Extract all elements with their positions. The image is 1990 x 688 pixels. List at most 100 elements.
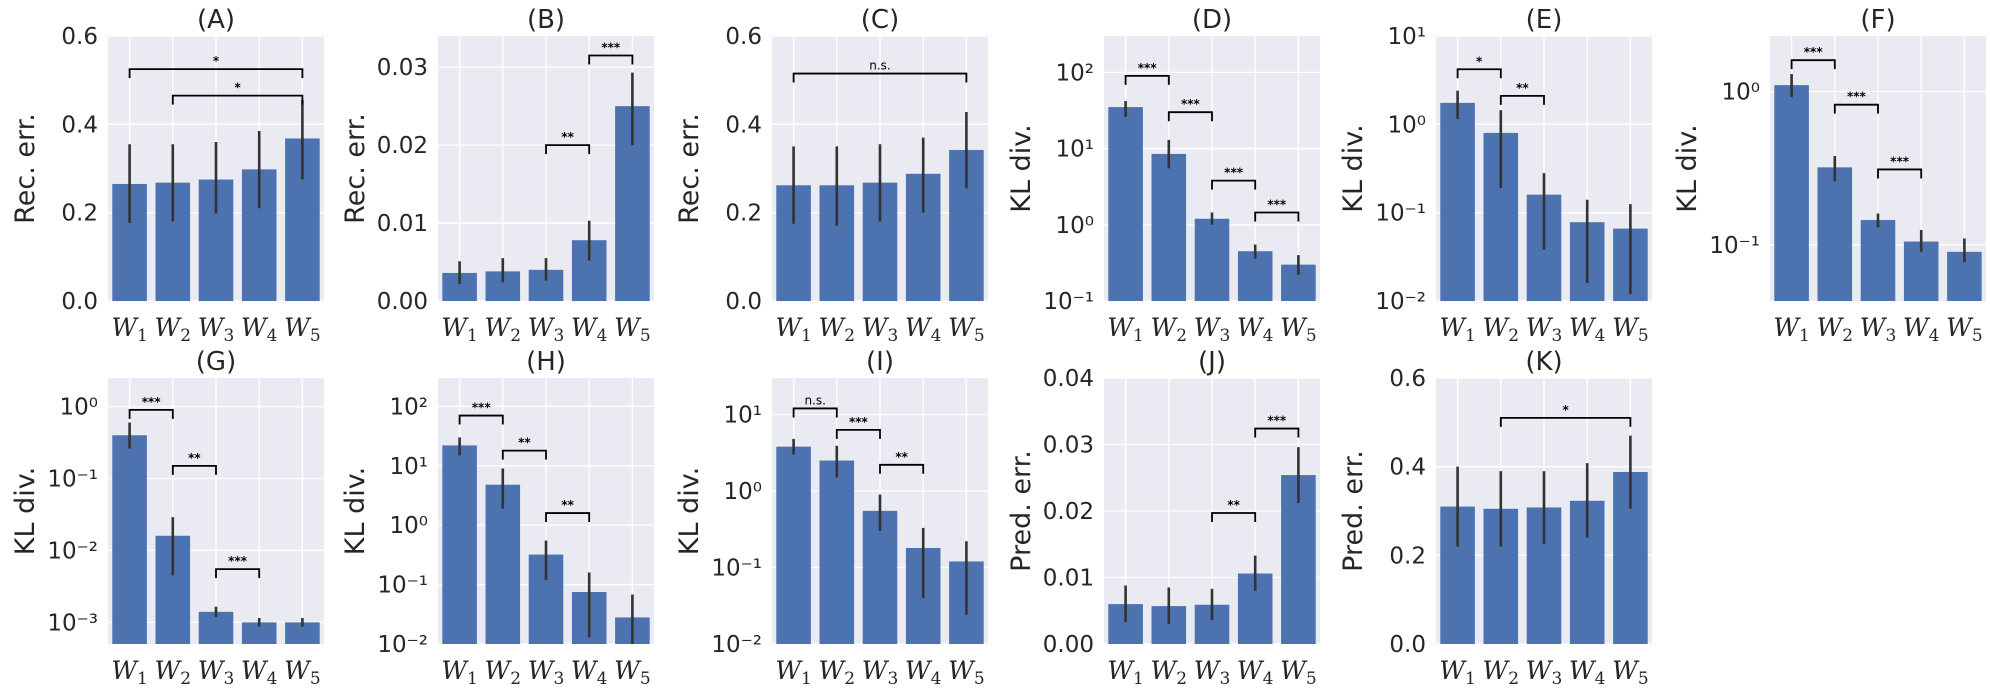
bar [1281, 475, 1316, 644]
y-tick-label: 0.04 [1043, 366, 1094, 392]
y-tick-label: 10¹ [1388, 24, 1427, 50]
y-tick-label: 0.6 [1389, 366, 1426, 392]
x-tick-label: W1 [775, 313, 812, 346]
x-tick-label: W1 [1107, 656, 1144, 688]
x-tick-label: W1 [441, 656, 478, 688]
x-tick-label: W5 [284, 313, 321, 346]
y-tick-label: 10⁰ [724, 479, 763, 505]
y-axis-label: KL div. [340, 467, 371, 555]
y-axis-label: KL div. [674, 467, 705, 555]
y-tick-label: 10⁻¹ [1709, 233, 1760, 259]
significance-label: * [1562, 403, 1569, 417]
x-tick-label: W3 [862, 656, 899, 688]
significance-bracket [1211, 179, 1257, 190]
x-tick-label: W2 [485, 313, 522, 346]
significance-bracket [588, 54, 634, 65]
significance-bracket [501, 449, 547, 460]
x-tick-label: W2 [819, 313, 856, 346]
bar [1194, 218, 1230, 301]
significance-label: * [234, 81, 241, 95]
y-axis-label: Pred. err. [1006, 450, 1037, 572]
x-tick-label: W2 [1817, 313, 1854, 346]
x-tick-label: W4 [1569, 656, 1606, 688]
significance-bracket [835, 428, 881, 439]
bar [112, 435, 147, 644]
significance-bracket [792, 72, 968, 83]
panel-title: (A) [197, 5, 235, 35]
x-tick-label: W3 [1194, 313, 1231, 346]
x-tick-label: W3 [1860, 313, 1897, 346]
panel-title: (J) [1198, 347, 1226, 377]
x-tick-label: W3 [198, 313, 235, 346]
x-tick-label: W4 [571, 313, 608, 346]
panel-title: (D) [1192, 5, 1232, 35]
significance-label: *** [1890, 154, 1910, 168]
y-tick-label: 0.2 [61, 201, 98, 227]
significance-bracket [545, 512, 591, 523]
y-tick-label: 10⁻² [377, 632, 428, 658]
significance-label: ** [895, 450, 908, 464]
panel-title: (G) [196, 347, 236, 377]
significance-label: * [1476, 54, 1483, 68]
significance-label: *** [1267, 197, 1287, 211]
significance-bracket [1167, 111, 1213, 122]
bar [1860, 220, 1896, 301]
y-tick-label: 0.2 [1389, 543, 1426, 569]
x-tick-label: W2 [485, 656, 522, 688]
bar [1774, 85, 1809, 301]
significance-bracket [1790, 59, 1836, 70]
y-tick-label: 10¹ [724, 402, 763, 428]
bar [285, 622, 320, 644]
x-tick-label: W5 [614, 656, 651, 688]
y-tick-label: 10⁰ [1388, 112, 1427, 138]
x-tick-label: W2 [155, 656, 192, 688]
bar [1237, 251, 1273, 301]
panel-title: (C) [861, 5, 899, 35]
significance-bracket [1833, 103, 1879, 114]
bar [819, 460, 855, 644]
significance-label: * [213, 54, 220, 68]
significance-bracket [458, 414, 504, 425]
x-tick-label: W1 [1439, 656, 1476, 688]
y-tick-label: 10⁻¹ [377, 573, 428, 599]
panel-title: (F) [1860, 5, 1895, 35]
panel-title: (B) [527, 5, 565, 35]
y-tick-label: 10⁻³ [47, 610, 98, 636]
x-tick-label: W1 [111, 656, 148, 688]
x-tick-label: W4 [1237, 313, 1274, 346]
y-tick-label: 0.4 [725, 112, 762, 138]
x-tick-label: W1 [1107, 313, 1144, 346]
significance-label: *** [1267, 414, 1287, 428]
y-tick-label: 0.02 [1043, 499, 1094, 525]
significance-bracket [1254, 211, 1300, 222]
x-tick-label: W4 [241, 313, 278, 346]
x-tick-label: W1 [111, 313, 148, 346]
significance-bracket [1456, 68, 1502, 79]
x-tick-label: W3 [862, 313, 899, 346]
y-tick-label: 0.6 [61, 24, 98, 50]
x-tick-label: W3 [1526, 656, 1563, 688]
x-tick-label: W4 [1569, 313, 1606, 346]
significance-bracket [792, 407, 838, 418]
significance-label: *** [1181, 97, 1201, 111]
y-tick-label: 0.2 [725, 201, 762, 227]
significance-label: *** [1804, 45, 1824, 59]
y-tick-label: 10⁻² [1375, 289, 1426, 315]
y-tick-label: 10⁰ [390, 513, 429, 539]
y-axis-label: Rec. err. [674, 113, 705, 224]
significance-label: n.s. [804, 393, 826, 407]
y-axis-label: KL div. [1006, 124, 1037, 212]
y-tick-label: 0.0 [61, 289, 98, 315]
bar [862, 510, 898, 644]
x-tick-label: W2 [819, 656, 856, 688]
bar [1151, 153, 1187, 301]
x-tick-label: W1 [441, 313, 478, 346]
y-tick-label: 0.03 [377, 55, 428, 81]
y-tick-label: 0.00 [377, 289, 428, 315]
x-tick-label: W5 [948, 656, 985, 688]
x-tick-label: W2 [1483, 656, 1520, 688]
